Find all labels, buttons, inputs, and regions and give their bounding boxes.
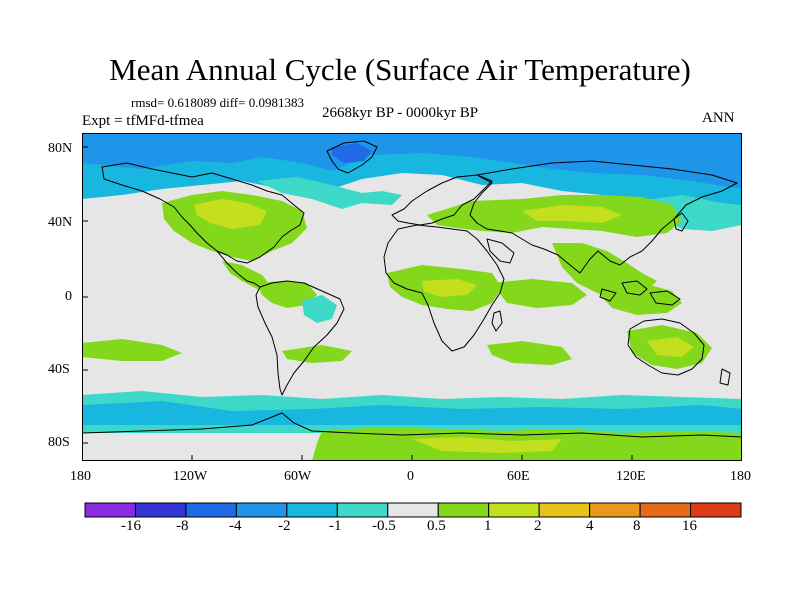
lat-label-80n: 80N bbox=[48, 141, 73, 156]
central-america-coastline bbox=[216, 250, 261, 288]
rmsd-diff-stats: rmsd= 0.618089 diff= 0.0981383 bbox=[131, 95, 304, 110]
central-america-warming-region bbox=[222, 261, 270, 289]
plot-title: Mean Annual Cycle (Surface Air Temperatu… bbox=[109, 52, 691, 87]
season-label: ANN bbox=[702, 110, 735, 126]
australia-coastline bbox=[627, 318, 705, 376]
colorbar-label: -1 bbox=[329, 518, 342, 534]
colorbar-swatch bbox=[488, 502, 540, 518]
north-america-strong-warming-region bbox=[194, 199, 267, 229]
colorbar-label: -4 bbox=[229, 518, 242, 534]
africa-coastline bbox=[383, 224, 505, 352]
south-america-cooling-region bbox=[302, 295, 337, 323]
colorbar-label: 1 bbox=[484, 518, 492, 534]
arctic-mild-cooling-region bbox=[82, 153, 742, 217]
lon-label-120w: 120W bbox=[173, 469, 208, 484]
lon-label-60w: 60W bbox=[284, 469, 312, 484]
new-zealand-coastline bbox=[719, 368, 731, 386]
greenland-cool-region bbox=[332, 143, 372, 163]
colorbar-swatch bbox=[336, 502, 389, 518]
antarctica-strong-warming-region bbox=[412, 437, 562, 453]
colorbar-swatch bbox=[690, 502, 742, 518]
south-atlantic-warming-region bbox=[282, 345, 352, 363]
maritime-continent-warming-region bbox=[600, 283, 682, 315]
madagascar-coastline bbox=[491, 310, 503, 332]
lon-label-60e: 60E bbox=[507, 469, 530, 484]
colorbar bbox=[84, 502, 742, 518]
coastlines bbox=[82, 140, 742, 438]
north-atlantic-cyan-region bbox=[257, 177, 402, 209]
eurasia-strong-warming-region bbox=[522, 205, 622, 223]
colorbar-label: 8 bbox=[633, 518, 641, 534]
lat-label-eq: 0 bbox=[65, 289, 72, 304]
southern-ocean-strong-cooling-region bbox=[82, 401, 742, 425]
arabia-coastline bbox=[486, 238, 515, 264]
lon-label-120e: 120E bbox=[616, 469, 646, 484]
lat-label-80s: 80S bbox=[48, 435, 70, 450]
colorbar-swatch bbox=[134, 502, 187, 518]
greenland-coastline bbox=[326, 140, 378, 174]
colorbar-swatch bbox=[235, 502, 288, 518]
colorbar-label: 16 bbox=[682, 518, 697, 534]
colorbar-label: -8 bbox=[176, 518, 189, 534]
lat-label-40s: 40S bbox=[48, 362, 70, 377]
indian-ocean-warming-region bbox=[492, 279, 587, 308]
experiment-label: Expt = tfMFd-tfmea bbox=[82, 113, 204, 129]
map-tick-marks bbox=[82, 146, 633, 461]
colorbar-swatch bbox=[437, 502, 490, 518]
maritime-continent-coastline bbox=[599, 280, 681, 306]
arctic-cooling-region bbox=[82, 133, 742, 205]
lon-label-180w: 180 bbox=[70, 469, 91, 484]
south-pacific-warming-region bbox=[82, 339, 182, 361]
temperature-anomaly-map bbox=[82, 133, 742, 461]
south-america-warming-region bbox=[257, 281, 317, 308]
antarctica-coastline bbox=[82, 412, 742, 438]
asia-coastline bbox=[469, 160, 738, 274]
colorbar-label: 2 bbox=[534, 518, 542, 534]
colorbar-swatch bbox=[538, 502, 591, 518]
colorbar-label: -0.5 bbox=[372, 518, 396, 534]
lat-label-40n: 40N bbox=[48, 215, 73, 230]
colorbar-label: 0.5 bbox=[427, 518, 446, 534]
period-label: 2668kyr BP - 0000kyr BP bbox=[322, 105, 479, 121]
colorbar-swatch bbox=[387, 502, 439, 518]
south-america-coastline bbox=[255, 280, 345, 396]
colorbar-label: 4 bbox=[586, 518, 594, 534]
colorbar-label: -16 bbox=[121, 518, 141, 534]
colorbar-swatch bbox=[185, 502, 237, 518]
australia-strong-warming-region bbox=[647, 337, 694, 357]
lon-label-180e: 180 bbox=[730, 469, 751, 484]
colorbar-swatch bbox=[639, 502, 692, 518]
colorbar-label: -2 bbox=[278, 518, 291, 534]
colorbar-swatch bbox=[84, 502, 136, 518]
south-indian-warming-region bbox=[487, 341, 572, 365]
japan-coastline bbox=[673, 212, 689, 232]
colorbar-swatch bbox=[286, 502, 338, 518]
africa-strong-warming-region bbox=[422, 279, 477, 297]
north-america-coastline bbox=[101, 162, 305, 264]
colorbar-swatch bbox=[589, 502, 641, 518]
lon-label-0: 0 bbox=[407, 469, 414, 484]
